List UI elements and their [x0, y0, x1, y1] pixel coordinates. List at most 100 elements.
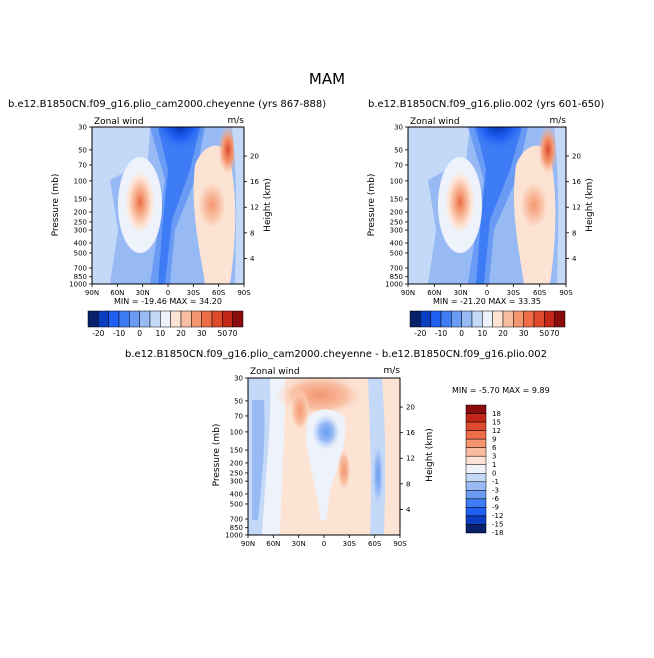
p3-y-tick-label: 1000 [225, 532, 243, 540]
p1-y-tick-label: 100 [74, 177, 87, 185]
p2-x-tick-label: 60N [427, 289, 441, 297]
p3-right-tick-label: 8 [406, 480, 410, 488]
panel-3-title: b.e12.B1850CN.f09_g16.plio_cam2000.cheye… [125, 349, 547, 360]
colorbar-swatch [465, 473, 487, 483]
colorbar-swatch [451, 310, 462, 328]
p1-y-tick-label: 400 [74, 239, 87, 247]
colorbar-swatch [465, 498, 487, 508]
p3-y-tick-label: 70 [234, 412, 243, 420]
panel-1-right-ticks: 4 8 12 16 20 [244, 153, 259, 263]
colorbar-swatch [98, 310, 109, 328]
p3-x-tick-label: 30S [343, 540, 357, 548]
panel-3-right-ticks: 4 8 12 16 20 [400, 404, 415, 514]
colorbar-swatch [87, 310, 99, 328]
p2-y-tick-label: 1000 [385, 281, 403, 289]
colorbar-swatch [465, 455, 487, 465]
panel-3-ylabel-right: Height (km) [425, 428, 435, 482]
p3-y-tick-label: 500 [230, 500, 243, 508]
p1-y-tick-label: 250 [74, 218, 87, 226]
panel-2-colorbar: -20 -10 0 10 20 30 50 70 [409, 310, 566, 338]
panel-2-ylabel-right: Height (km) [585, 178, 595, 232]
p1-x-tick-label: 60N [110, 289, 124, 297]
panel-3-stats: MIN = -5.70 MAX = 9.89 [452, 386, 550, 395]
p3-x-tick-label: 0 [322, 540, 326, 548]
colorbar-label: 1 [492, 461, 496, 469]
figure-title: MAM [309, 70, 345, 88]
p3-x-tick-label: 60N [266, 540, 280, 548]
p3-y-tick-label: 400 [230, 490, 243, 498]
colorbar-label: -9 [492, 504, 499, 512]
p3-y-tick-label: 850 [230, 524, 243, 532]
panel-1-title: b.e12.B1850CN.f09_g16.plio_cam2000.cheye… [8, 99, 326, 110]
p3-y-tick-label: 250 [230, 469, 243, 477]
colorbar-swatch [465, 507, 487, 517]
p1-x-tick-label: 0 [166, 289, 170, 297]
colorbar-label: 3 [492, 452, 496, 460]
panel-3-field [248, 378, 400, 535]
colorbar-swatch [180, 310, 192, 328]
panel-1-units-label: m/s [228, 116, 245, 126]
colorbar-swatch [513, 310, 524, 328]
p1-y-tick-label: 500 [74, 249, 87, 257]
p2-right-tick-label: 20 [572, 153, 581, 161]
panel-2-ylabel: Pressure (mb) [367, 174, 377, 237]
colorbar-swatch [201, 310, 213, 328]
colorbar-label: 20 [176, 329, 186, 338]
panel-3: b.e12.B1850CN.f09_g16.plio_cam2000.cheye… [125, 349, 550, 548]
colorbar-swatch [465, 430, 487, 440]
p2-y-tick-label: 70 [394, 161, 403, 169]
p3-y-tick-label: 200 [230, 459, 243, 467]
p2-right-tick-label: 12 [572, 204, 581, 212]
colorbar-swatch [461, 310, 473, 328]
colorbar-swatch [533, 310, 545, 328]
colorbar-swatch [465, 438, 487, 448]
colorbar-swatch [222, 310, 233, 328]
colorbar-label: -18 [492, 529, 503, 537]
p2-x-tick-label: 30N [454, 289, 468, 297]
panel-3-x-ticks: 90N 60N 30N 0 30S 60S 90S [241, 535, 407, 548]
panel-1-field [92, 127, 244, 284]
p3-x-tick-label: 90S [393, 540, 407, 548]
p2-y-tick-label: 850 [390, 273, 403, 281]
panel-2-stats: MIN = -21.20 MAX = 33.35 [433, 297, 541, 306]
p2-y-tick-label: 700 [390, 265, 403, 273]
colorbar-swatch [465, 524, 487, 534]
p3-y-tick-label: 700 [230, 516, 243, 524]
p1-y-tick-label: 1000 [69, 281, 87, 289]
colorbar-swatch [492, 310, 504, 328]
panel-2-field [408, 127, 566, 284]
colorbar-label: 18 [492, 410, 501, 418]
p1-y-tick-label: 850 [74, 273, 87, 281]
panel-3-ylabel: Pressure (mb) [212, 424, 222, 487]
panel-3-units-label: m/s [384, 366, 401, 376]
p2-y-tick-label: 150 [390, 196, 403, 204]
p1-y-tick-label: 200 [74, 208, 87, 216]
p2-x-tick-label: 0 [485, 289, 489, 297]
colorbar-label: 6 [492, 444, 497, 452]
colorbar-swatch [430, 310, 442, 328]
colorbar-swatch [465, 404, 487, 414]
p3-y-tick-label: 300 [230, 478, 243, 486]
panel-2-right-ticks: 4 8 12 16 20 [566, 153, 581, 263]
p1-x-tick-label: 90S [237, 289, 251, 297]
p1-right-tick-label: 8 [250, 229, 254, 237]
panel-1-x-ticks: 90N 60N 30N 0 30S 60S 90S [85, 284, 251, 297]
p2-y-tick-label: 50 [394, 146, 403, 154]
colorbar-label: 30 [197, 329, 207, 338]
p1-right-tick-label: 20 [250, 153, 259, 161]
p3-right-tick-label: 16 [406, 429, 415, 437]
p1-y-tick-label: 30 [78, 124, 87, 132]
p1-x-tick-label: 30S [187, 289, 201, 297]
colorbar-swatch [502, 310, 514, 328]
p3-right-tick-label: 4 [406, 506, 411, 514]
colorbar-label: 15 [492, 418, 501, 426]
colorbar-label: 70 [550, 329, 560, 338]
colorbar-label: 70 [228, 329, 238, 338]
panel-1-stats: MIN = -19.46 MAX = 34.20 [114, 297, 222, 306]
colorbar-label: -1 [492, 478, 499, 486]
p2-x-tick-label: 90N [401, 289, 415, 297]
